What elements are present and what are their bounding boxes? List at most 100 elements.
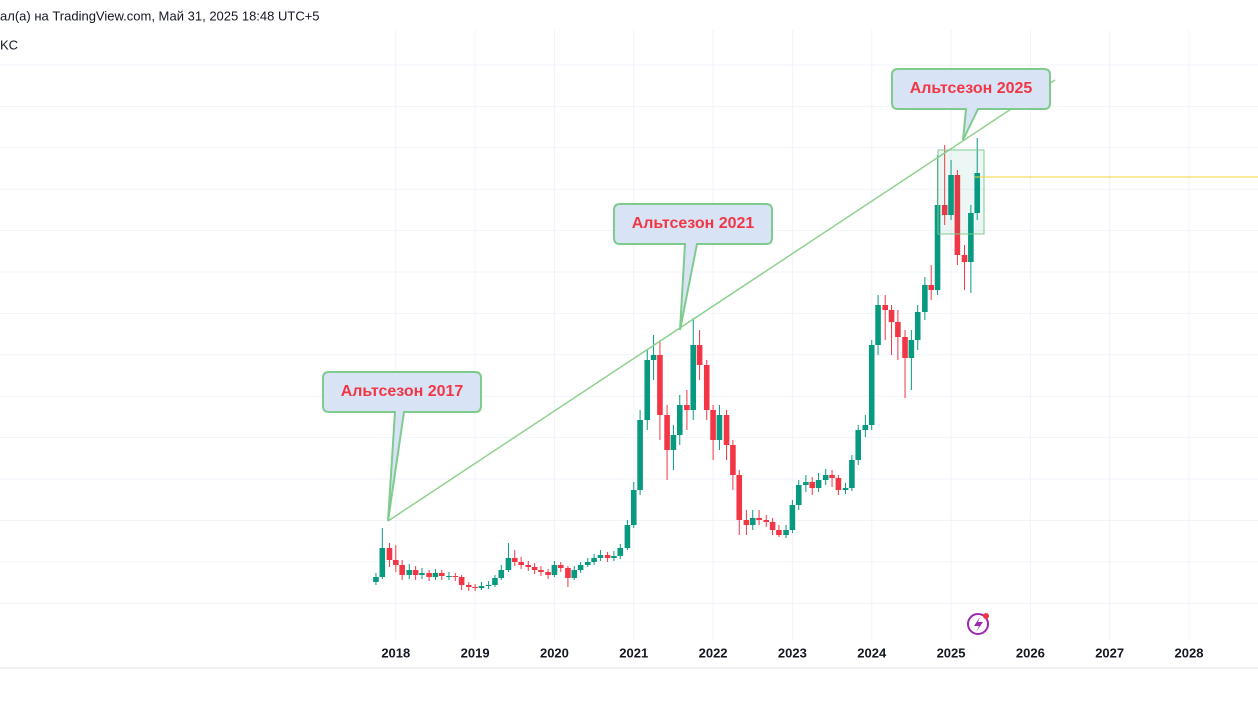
candle-body — [419, 573, 425, 575]
candle-body — [472, 587, 478, 588]
candle-body — [518, 562, 524, 565]
candle-body — [412, 570, 419, 575]
candle-body — [783, 530, 789, 535]
candle-body — [849, 460, 855, 488]
candle-body — [888, 310, 895, 322]
candle-body — [723, 415, 730, 445]
candle-body — [399, 565, 405, 575]
candle-body — [690, 345, 697, 410]
candle-body — [882, 305, 889, 310]
candle-body — [406, 570, 413, 575]
candle-body — [379, 548, 386, 577]
candle-body — [505, 558, 512, 570]
candle-body — [948, 175, 954, 215]
x-tick-label: 2019 — [461, 645, 490, 660]
annotation: Альтсезон 2021 — [632, 215, 755, 232]
candle-body — [789, 505, 796, 530]
candle-body — [868, 345, 875, 425]
logo-icon — [967, 613, 989, 635]
header-line: ал(а) на TradingView.com, Май 31, 2025 1… — [0, 8, 320, 23]
candle-body — [657, 355, 663, 415]
candle-body — [749, 518, 756, 525]
candle-body — [458, 577, 465, 585]
candle-body — [604, 555, 611, 558]
candle-body — [822, 475, 829, 480]
candle-body — [545, 572, 551, 575]
candle-body — [710, 410, 716, 440]
candle-body — [531, 567, 538, 570]
candle-body — [776, 530, 782, 535]
trend-line — [387, 79, 1056, 522]
candle-body — [809, 482, 816, 488]
candle-body — [446, 576, 452, 577]
candle-body — [386, 548, 393, 560]
candle-body — [803, 482, 809, 485]
candle-body — [650, 355, 657, 360]
candle-body — [829, 475, 835, 478]
candle-body — [426, 573, 432, 577]
x-tick-label: 2024 — [857, 645, 887, 660]
x-tick-label: 2025 — [937, 645, 966, 660]
candle-body — [684, 405, 690, 410]
candle-body — [557, 565, 564, 568]
candle-body — [716, 415, 723, 440]
candle-body — [551, 565, 558, 575]
candle-body — [736, 475, 743, 520]
candle-body — [743, 520, 750, 525]
callout-box — [891, 68, 1051, 141]
candle-body — [492, 578, 498, 585]
symbol-label: KC — [0, 37, 18, 52]
candle-body — [611, 556, 617, 558]
candle-body — [393, 560, 399, 565]
candle-body — [968, 213, 974, 262]
candle-body — [664, 415, 670, 450]
callout: Альтсезон 2025 — [891, 68, 1051, 141]
candle-body — [485, 585, 492, 586]
candle-body — [941, 205, 948, 215]
x-tick-label: 2023 — [778, 645, 807, 660]
x-tick-label: 2028 — [1175, 645, 1204, 660]
candle-body — [478, 586, 485, 588]
candle-body — [842, 488, 849, 490]
candle-body — [565, 568, 571, 578]
candle-body — [696, 345, 703, 365]
candle-body — [452, 576, 459, 577]
candle-body — [577, 565, 584, 570]
candle-body — [432, 573, 439, 577]
x-tick-label: 2027 — [1095, 645, 1124, 660]
x-tick-label: 2022 — [699, 645, 728, 660]
candle-body — [465, 585, 472, 587]
candle-body — [922, 285, 928, 312]
candle-body — [498, 570, 505, 578]
candles — [373, 138, 981, 591]
candle-body — [624, 525, 631, 548]
candle-body — [795, 485, 802, 505]
candle-body — [855, 430, 862, 460]
candle-body — [591, 558, 597, 562]
x-tick-label: 2018 — [381, 645, 410, 660]
candle-body — [644, 360, 651, 420]
callout: Альтсезон 2021 — [613, 203, 773, 331]
candle-body — [961, 255, 968, 262]
candle-body — [730, 445, 736, 475]
highlight-box — [937, 149, 985, 235]
candle-body — [525, 565, 532, 567]
candle-body — [875, 305, 881, 345]
candle-body — [763, 520, 770, 522]
candle-body — [908, 340, 915, 358]
candle-body — [597, 555, 604, 558]
candle-body — [815, 480, 822, 488]
candle-body — [902, 337, 908, 358]
candle-body — [584, 562, 591, 565]
candle-body — [637, 420, 643, 490]
candle-body — [954, 175, 961, 255]
candle-body — [934, 205, 941, 290]
candle-body — [862, 425, 869, 430]
callout-box — [322, 371, 482, 522]
callout: Альтсезон 2017 — [322, 371, 482, 522]
candle-body — [630, 490, 637, 525]
x-tick-label: 2020 — [540, 645, 569, 660]
candle-body — [439, 573, 445, 576]
candle-body — [571, 570, 578, 578]
